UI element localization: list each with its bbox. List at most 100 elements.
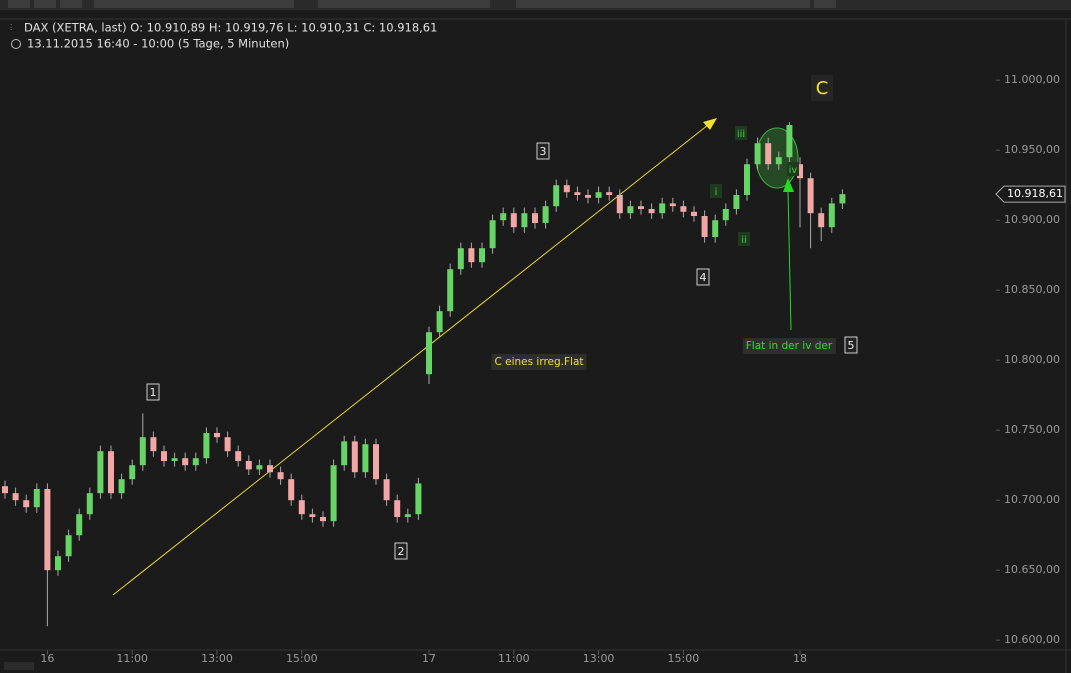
green-arrow (787, 189, 792, 331)
candle-body (722, 209, 729, 221)
candle-body (192, 458, 199, 466)
subwave-label: iv (789, 165, 798, 176)
y-tick-label: 10.700,00 (1004, 493, 1060, 506)
clock-icon (11, 39, 21, 49)
candle-body (86, 493, 93, 515)
y-tick-label: 10.850,00 (1004, 283, 1060, 296)
subwave-box (738, 232, 750, 246)
candle-body (489, 220, 496, 249)
wave-label: 5 (848, 339, 855, 352)
x-tick-label: 13:00 (583, 652, 615, 665)
candle-body (245, 461, 252, 470)
y-tick-label: 10.600,00 (1004, 633, 1060, 646)
candle-body (2, 486, 8, 494)
candle-body (415, 483, 422, 515)
candle-body (65, 535, 72, 557)
wave-box (146, 383, 160, 401)
candle-body (298, 500, 305, 515)
candle-body (383, 479, 390, 501)
candle-body (267, 465, 273, 473)
candle-body (224, 437, 231, 452)
candle-body (701, 216, 708, 237)
candle-body (404, 514, 411, 517)
candle-body (510, 213, 517, 228)
candle-body (203, 433, 210, 459)
candle-body (426, 332, 432, 375)
candle-body (320, 517, 326, 522)
candle-body (733, 195, 740, 209)
x-tick-label: 11:00 (116, 652, 148, 665)
candle-body (150, 437, 157, 452)
wave-label: 2 (398, 545, 405, 558)
candle-body (394, 500, 401, 517)
candle-body (828, 203, 835, 228)
x-tick-label: 18 (793, 652, 807, 665)
candle-body (659, 203, 666, 214)
candle-body (97, 451, 104, 494)
candle-body (606, 192, 613, 195)
y-tick-label: 10.900,00 (1004, 213, 1060, 226)
candle-body (108, 451, 114, 494)
chart-title: DAX (XETRA, last) O: 10.910,89 H: 10.919… (24, 21, 437, 35)
green-arrowhead (783, 178, 794, 192)
candle-body (277, 472, 284, 480)
x-tick-label: 16 (40, 652, 54, 665)
candle-body (256, 465, 263, 470)
wave-box (696, 268, 710, 286)
last-price-tag (995, 185, 1066, 203)
candle-body (33, 489, 40, 508)
subwave-box (787, 162, 799, 176)
candle-body (457, 248, 464, 270)
candle-body (807, 178, 814, 214)
candle-body (839, 194, 846, 204)
y-tick-label: 10.650,00 (1004, 563, 1060, 576)
x-tick-label: 17 (422, 652, 436, 665)
y-tick-label: 10.800,00 (1004, 353, 1060, 366)
candle-body (627, 206, 634, 214)
y-tick-label: 10.750,00 (1004, 423, 1060, 436)
candle-body (521, 213, 528, 228)
candle-body (585, 195, 591, 198)
y-tick-label: 11.000,00 (1004, 73, 1060, 86)
annotation-box (491, 354, 587, 370)
subwave-label: iii (737, 129, 745, 140)
candle-body (500, 213, 507, 221)
candle-body (44, 489, 51, 571)
candle-body (447, 269, 454, 312)
candle-body (76, 514, 83, 536)
candle-body (563, 185, 570, 193)
candle-body (309, 514, 316, 517)
candle-body (436, 311, 443, 333)
subwave-label: i (715, 187, 718, 198)
candle-body (182, 458, 189, 466)
wave-box (394, 542, 408, 560)
wave-label: 3 (540, 145, 547, 158)
candle-body (765, 143, 772, 165)
candle-body (139, 437, 146, 466)
candle-body (161, 451, 167, 461)
subwave-box (710, 184, 722, 198)
wave-label: 4 (700, 271, 707, 284)
candle-body (542, 206, 549, 223)
candle-body (648, 209, 655, 214)
candle-body (12, 493, 19, 501)
candle-body (744, 164, 750, 195)
candle-body (616, 195, 623, 214)
last-price-label: 10.918,61 (1007, 187, 1063, 200)
trend-line (112, 124, 709, 596)
candle-body (373, 444, 379, 480)
candle-body (341, 441, 348, 466)
subwave-box (735, 126, 747, 140)
x-tick-label: 15:00 (286, 652, 318, 665)
candle-body (595, 192, 602, 198)
wave-box (844, 336, 858, 354)
chart-subtitle: 13.11.2015 16:40 - 10:00 (5 Tage, 5 Minu… (27, 37, 289, 51)
candle-body (351, 441, 358, 473)
annotation-box (742, 338, 836, 354)
candle-body (553, 185, 560, 207)
trend-arrow (703, 118, 717, 130)
status-icon (4, 662, 34, 670)
wave-label: C (816, 78, 829, 99)
